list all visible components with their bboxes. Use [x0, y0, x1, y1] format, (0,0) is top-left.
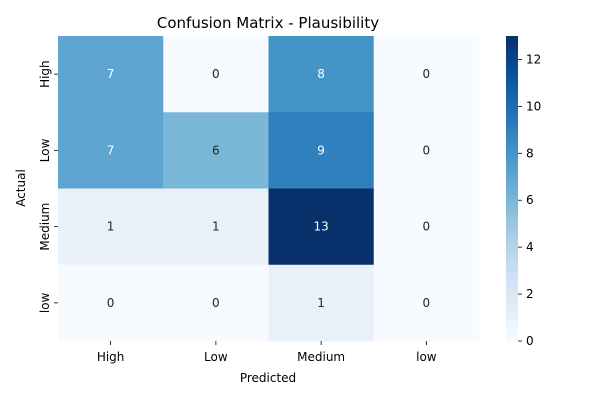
- heatmap-cells: [58, 36, 480, 342]
- x-axis-ticks: High Low Medium low: [97, 341, 437, 364]
- y-tick-label: High: [38, 60, 52, 88]
- cell-value-label: 0: [107, 296, 115, 310]
- x-tick-label: Medium: [297, 350, 345, 364]
- colorbar-tick-label: 2: [526, 287, 534, 301]
- colorbar-tick-label: 8: [526, 146, 534, 160]
- y-axis-label: Actual: [14, 169, 28, 207]
- x-tick-label: low: [416, 350, 437, 364]
- heatmap-cell: [163, 112, 269, 189]
- colorbar-tick-label: 0: [526, 334, 534, 348]
- y-tick-label: Medium: [38, 203, 52, 251]
- heatmap-cell: [373, 36, 480, 113]
- colorbar-tick-label: 10: [526, 99, 541, 113]
- colorbar-tick-label: 12: [526, 52, 541, 66]
- chart-title: Confusion Matrix - Plausibility: [157, 14, 379, 32]
- y-tick-label: Low: [38, 138, 52, 162]
- heatmap-cell: [268, 36, 375, 113]
- cell-value-label: 7: [107, 67, 115, 81]
- heatmap-cell: [163, 36, 269, 113]
- cell-value-label: 0: [212, 67, 220, 81]
- heatmap-cell: [268, 188, 375, 266]
- y-axis-ticks: High Low Medium low: [38, 60, 58, 313]
- cell-value-label: 8: [317, 67, 325, 81]
- heatmap-cell: [373, 188, 480, 266]
- heatmap-cell: [58, 112, 164, 189]
- heatmap-cell: [268, 112, 375, 189]
- cell-value-label: 0: [212, 296, 220, 310]
- cell-value-label: 9: [317, 143, 325, 157]
- cell-value-label: 0: [423, 67, 431, 81]
- cell-value-label: 1: [317, 296, 325, 310]
- colorbar-tick-label: 4: [526, 240, 534, 254]
- heatmap-cell: [373, 112, 480, 189]
- x-tick-label: High: [97, 350, 125, 364]
- cell-value-label: 0: [423, 296, 431, 310]
- heatmap-cell: [373, 264, 480, 342]
- heatmap-cell: [58, 188, 164, 266]
- heatmap-cell-labels: 7 0 8 0 7 6 9 0 1 1 13 0 0 0 1 0: [107, 67, 430, 310]
- heatmap-cell: [163, 188, 269, 266]
- cell-value-label: 1: [107, 220, 115, 234]
- heatmap-cell: [163, 264, 269, 342]
- cell-value-label: 0: [423, 220, 431, 234]
- x-axis-label: Predicted: [240, 371, 296, 385]
- heatmap-cell: [58, 36, 164, 113]
- cell-value-label: 7: [107, 143, 115, 157]
- heatmap-cell: [268, 264, 375, 342]
- cell-value-label: 13: [313, 220, 328, 234]
- x-tick-label: Low: [204, 350, 228, 364]
- colorbar-tick-label: 6: [526, 193, 534, 207]
- cell-value-label: 6: [212, 143, 220, 157]
- heatmap-cell: [58, 264, 164, 342]
- cell-value-label: 0: [423, 143, 431, 157]
- colorbar-ticks: 0 2 4 6 8 10 12: [518, 52, 541, 348]
- cell-value-label: 1: [212, 220, 220, 234]
- colorbar: [506, 36, 518, 341]
- y-tick-label: low: [38, 292, 52, 313]
